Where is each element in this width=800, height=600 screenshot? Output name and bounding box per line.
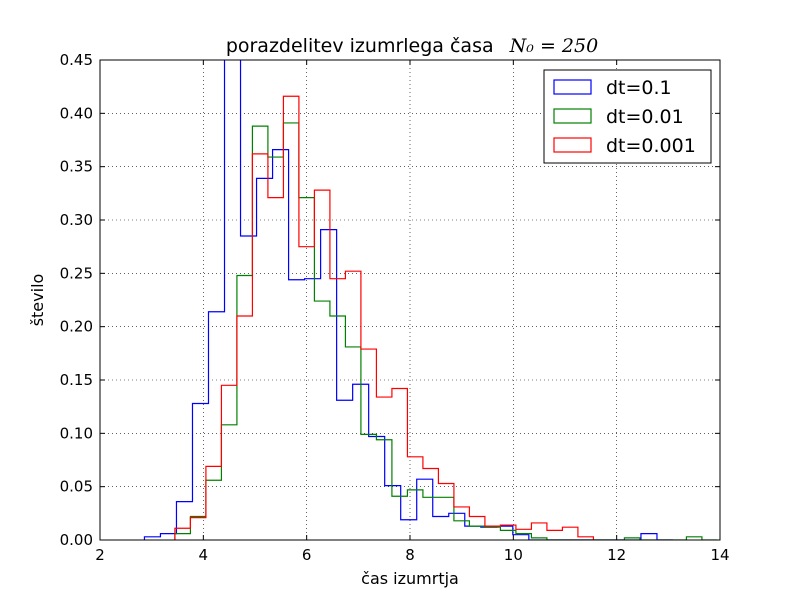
x-tick-label: 6: [302, 546, 312, 564]
tick-labels: 2 4 6 8 10 12 14 0.00 0.05 0.10 0.15 0.20 0.25 0.30 0.…: [60, 51, 730, 564]
chart-title: porazdelitev izumrlega časa N₀ = 250: [226, 35, 598, 57]
y-tick-label: 0.40: [60, 104, 93, 122]
ticks: [99, 59, 721, 541]
x-tick-label: 8: [405, 546, 415, 564]
x-tick-label: 14: [710, 546, 729, 564]
series-line-dt-0-001: [174, 95, 595, 540]
y-tick-label: 0.15: [60, 371, 93, 389]
y-axis-label: število: [28, 274, 47, 327]
y-tick-label: 0.10: [60, 424, 93, 442]
y-tick-label: 0.05: [60, 478, 93, 496]
legend-label-dt-0-01: dt=0.01: [606, 106, 684, 128]
series-line-dt-0-1: [143, 60, 673, 540]
y-tick-label: 0.00: [60, 531, 93, 549]
legend-swatch-dt-0-1: [553, 79, 592, 95]
chart-title-math: N₀ = 250: [509, 35, 599, 57]
y-tick-label: 0.35: [60, 158, 93, 176]
y-tick-label: 0.20: [60, 318, 93, 336]
legend-box: [543, 69, 712, 164]
series-group: [143, 60, 718, 540]
legend-swatch-dt-0-01: [553, 108, 592, 124]
x-tick-label: 12: [607, 546, 626, 564]
legend: dt=0.1 dt=0.01 dt=0.001: [543, 69, 712, 164]
legend-label-dt-0-001: dt=0.001: [606, 135, 696, 157]
x-tick-label: 4: [199, 546, 209, 564]
y-tick-label: 0.25: [60, 264, 93, 282]
legend-swatch-dt-0-001: [553, 137, 592, 153]
y-tick-label: 0.45: [60, 51, 93, 69]
x-axis-label: čas izumrtja: [361, 569, 459, 588]
x-tick-label: 2: [95, 546, 105, 564]
chart-title-text: porazdelitev izumrlega časa: [226, 35, 494, 57]
legend-label-dt-0-1: dt=0.1: [606, 77, 672, 99]
y-tick-label: 0.30: [60, 211, 93, 229]
x-tick-label: 10: [504, 546, 523, 564]
